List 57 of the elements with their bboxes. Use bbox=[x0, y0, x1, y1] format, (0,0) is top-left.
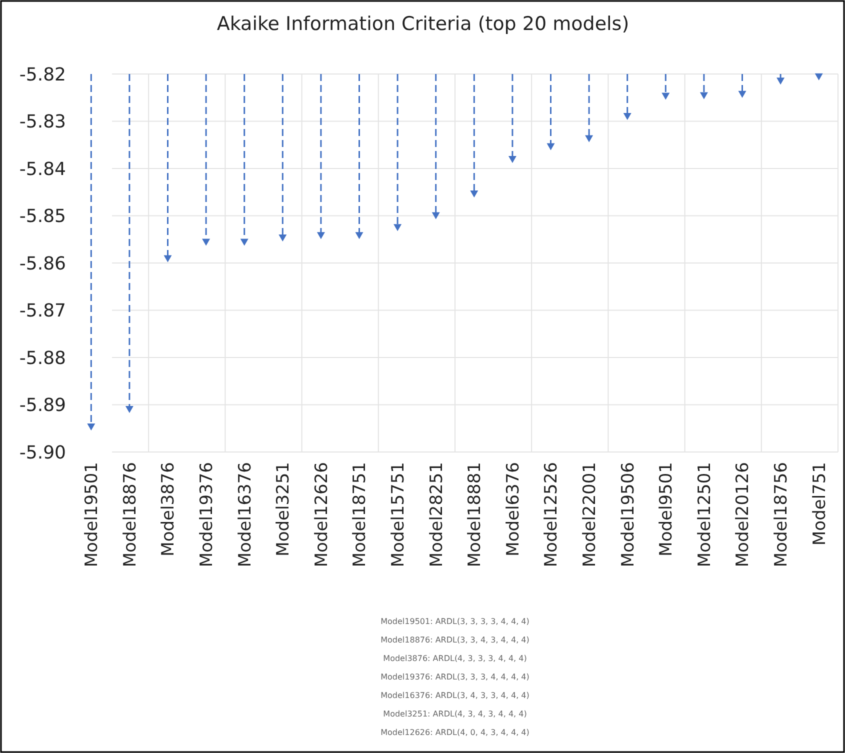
chart-title: Akaike Information Criteria (top 20 models) bbox=[216, 13, 630, 35]
point bbox=[623, 113, 632, 120]
point bbox=[125, 406, 134, 413]
point bbox=[202, 238, 210, 246]
y-tick-label: -5.89 bbox=[19, 395, 66, 416]
x-tick-label: Model20126 bbox=[733, 462, 754, 568]
x-tick-label: Model19501 bbox=[82, 462, 102, 568]
y-tick-label: -5.87 bbox=[19, 300, 66, 322]
text: Model19501: ARDL(3, 3, 3, 3, 4, 4, 4) bbox=[380, 617, 530, 626]
y-tick-label: -5.85 bbox=[19, 206, 66, 228]
text: Model3876: ARDL(4, 3, 3, 3, 4, 4, 4) bbox=[383, 654, 527, 663]
x-tick-label: Model28251 bbox=[426, 462, 447, 568]
x-tick-label: Model15751 bbox=[388, 462, 408, 568]
point bbox=[240, 238, 248, 246]
x-tick-label: Model12626 bbox=[312, 462, 332, 568]
point bbox=[87, 423, 96, 430]
point bbox=[585, 135, 594, 142]
x-tick-label: Model12526 bbox=[542, 462, 562, 568]
text: Model12626: ARDL(4, 0, 4, 3, 4, 4, 4) bbox=[380, 728, 530, 737]
point bbox=[432, 212, 440, 220]
x-tick-label: Model19376 bbox=[197, 462, 217, 568]
point bbox=[394, 224, 402, 232]
point bbox=[316, 232, 325, 240]
x-tick-label: Model3876 bbox=[158, 462, 179, 556]
point bbox=[470, 190, 478, 198]
y-tick-label: -5.82 bbox=[19, 64, 66, 86]
y-tick-label: -5.88 bbox=[19, 348, 66, 369]
y-tick-label: -5.86 bbox=[19, 253, 66, 274]
point bbox=[814, 73, 823, 80]
point bbox=[508, 156, 516, 164]
point bbox=[738, 90, 746, 98]
point bbox=[164, 255, 172, 262]
x-tick-label: Model18876 bbox=[120, 462, 140, 568]
x-tick-label: Model6376 bbox=[503, 462, 524, 556]
y-tick-label: -5.90 bbox=[19, 442, 66, 464]
text: Model18876: ARDL(3, 3, 4, 3, 4, 4, 4) bbox=[380, 636, 530, 644]
text: Model16376: ARDL(3, 4, 3, 3, 4, 4, 4) bbox=[380, 691, 530, 700]
x-tick-label: Model18881 bbox=[465, 462, 486, 568]
text: Model3251: ARDL(4, 3, 4, 3, 4, 4, 4) bbox=[383, 710, 527, 718]
x-tick-label: Model19506 bbox=[618, 462, 638, 568]
text: Model19376: ARDL(3, 3, 3, 4, 4, 4, 4) bbox=[380, 672, 530, 682]
point bbox=[546, 143, 555, 150]
x-tick-label: Model751 bbox=[810, 462, 830, 546]
point bbox=[278, 234, 287, 242]
x-tick-label: Model16376 bbox=[235, 462, 256, 568]
x-tick-label: Model12501 bbox=[694, 462, 715, 568]
point bbox=[662, 92, 670, 100]
y-tick-label: -5.83 bbox=[19, 112, 66, 133]
x-tick-label: Model9501 bbox=[656, 462, 677, 556]
x-tick-label: Model22001 bbox=[580, 462, 600, 568]
y-tick-label: -5.84 bbox=[19, 158, 66, 180]
x-tick-label: Model3251 bbox=[274, 462, 294, 556]
x-tick-label: Model18751 bbox=[350, 462, 370, 568]
x-tick-label: Model18756 bbox=[772, 462, 792, 568]
point bbox=[355, 232, 364, 240]
point bbox=[776, 78, 785, 85]
point bbox=[700, 92, 708, 100]
